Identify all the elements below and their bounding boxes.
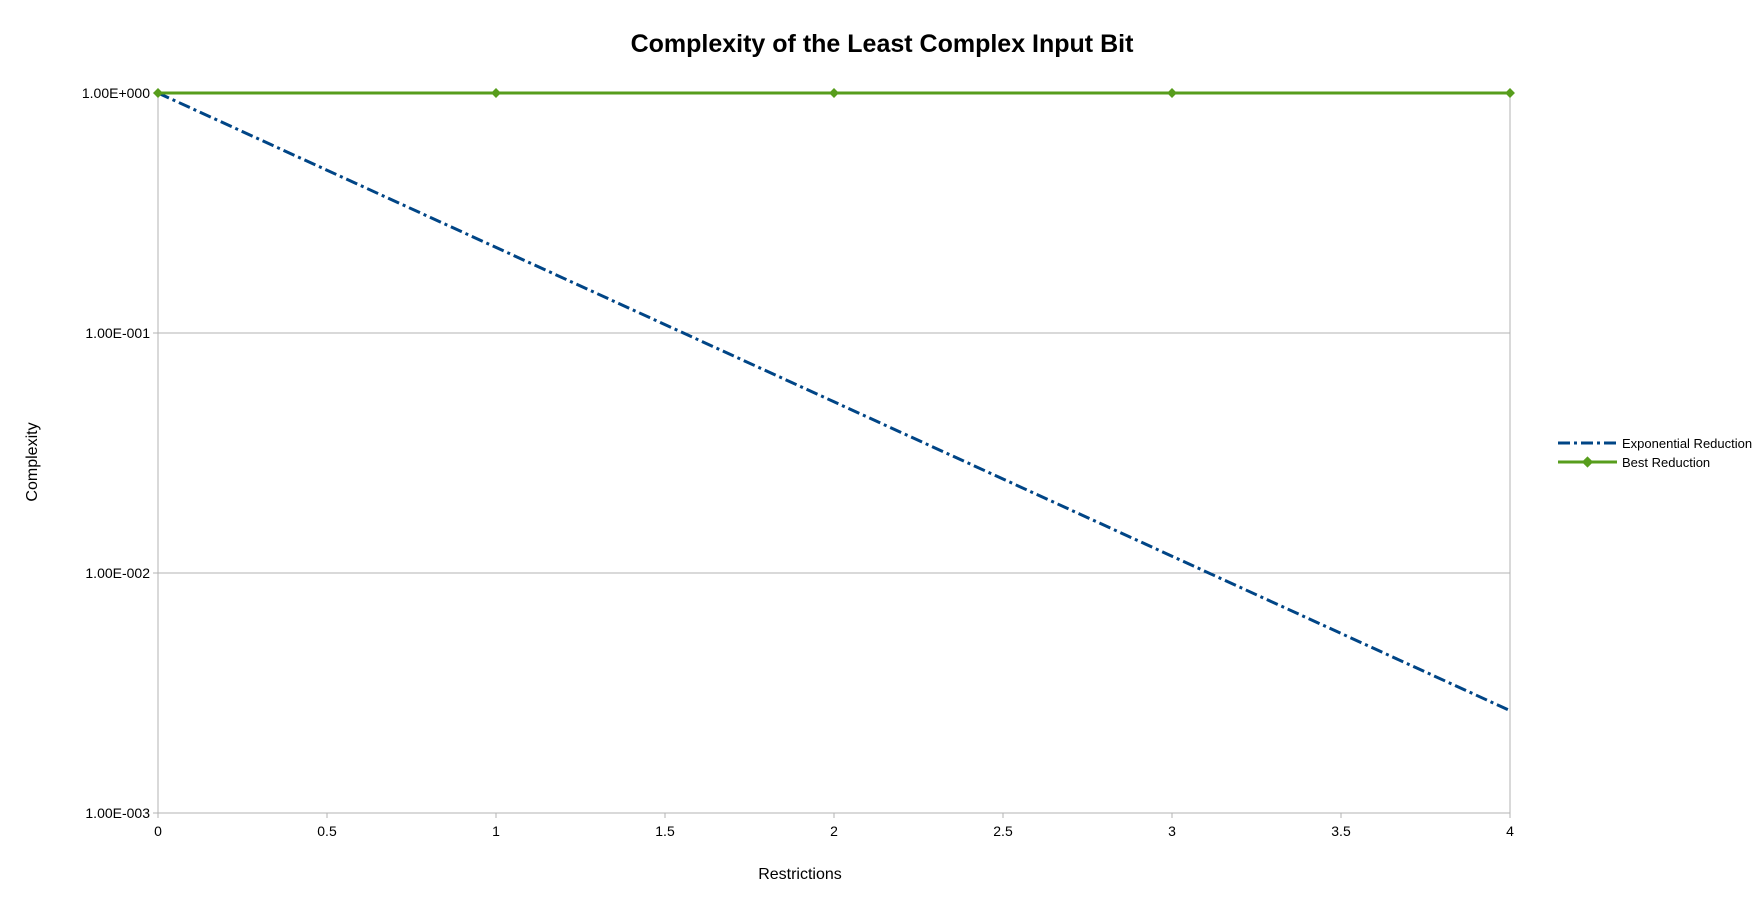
x-tick-label: 1.5 <box>655 823 675 839</box>
legend-label-best-reduction: Best Reduction <box>1622 455 1710 470</box>
y-tick-label: 1.00E+000 <box>82 85 150 101</box>
x-tick-label: 3.5 <box>1331 823 1351 839</box>
data-point-marker <box>1167 88 1177 98</box>
x-axis-title: Restrictions <box>758 866 842 883</box>
axes <box>153 92 1511 818</box>
y-tick-label: 1.00E-002 <box>85 565 150 581</box>
series-line-exponential-reduction <box>157 91 1511 712</box>
x-tick-label: 1 <box>492 823 500 839</box>
grid-lines <box>158 92 1510 814</box>
legend: Exponential Reduction Best Reduction <box>1558 436 1752 470</box>
x-tick-label: 2 <box>830 823 838 839</box>
y-tick-label: 1.00E-003 <box>85 805 150 821</box>
x-tick-label: 0.5 <box>317 823 337 839</box>
x-tick-label: 3 <box>1168 823 1176 839</box>
chart-title: Complexity of the Least Complex Input Bi… <box>631 30 1134 58</box>
data-point-marker <box>491 88 501 98</box>
legend-label-exponential-reduction: Exponential Reduction <box>1622 436 1752 451</box>
data-point-marker <box>1505 88 1515 98</box>
x-tick-label: 4 <box>1506 823 1514 839</box>
legend-marker-best-reduction <box>1581 456 1594 468</box>
x-tick-label: 0 <box>154 823 162 839</box>
x-tick-label: 2.5 <box>993 823 1013 839</box>
data-point-marker <box>829 88 839 98</box>
series-lines <box>153 88 1515 712</box>
data-point-marker <box>153 88 163 98</box>
y-axis-title: Complexity <box>24 422 41 501</box>
y-tick-label: 1.00E-001 <box>85 325 150 341</box>
